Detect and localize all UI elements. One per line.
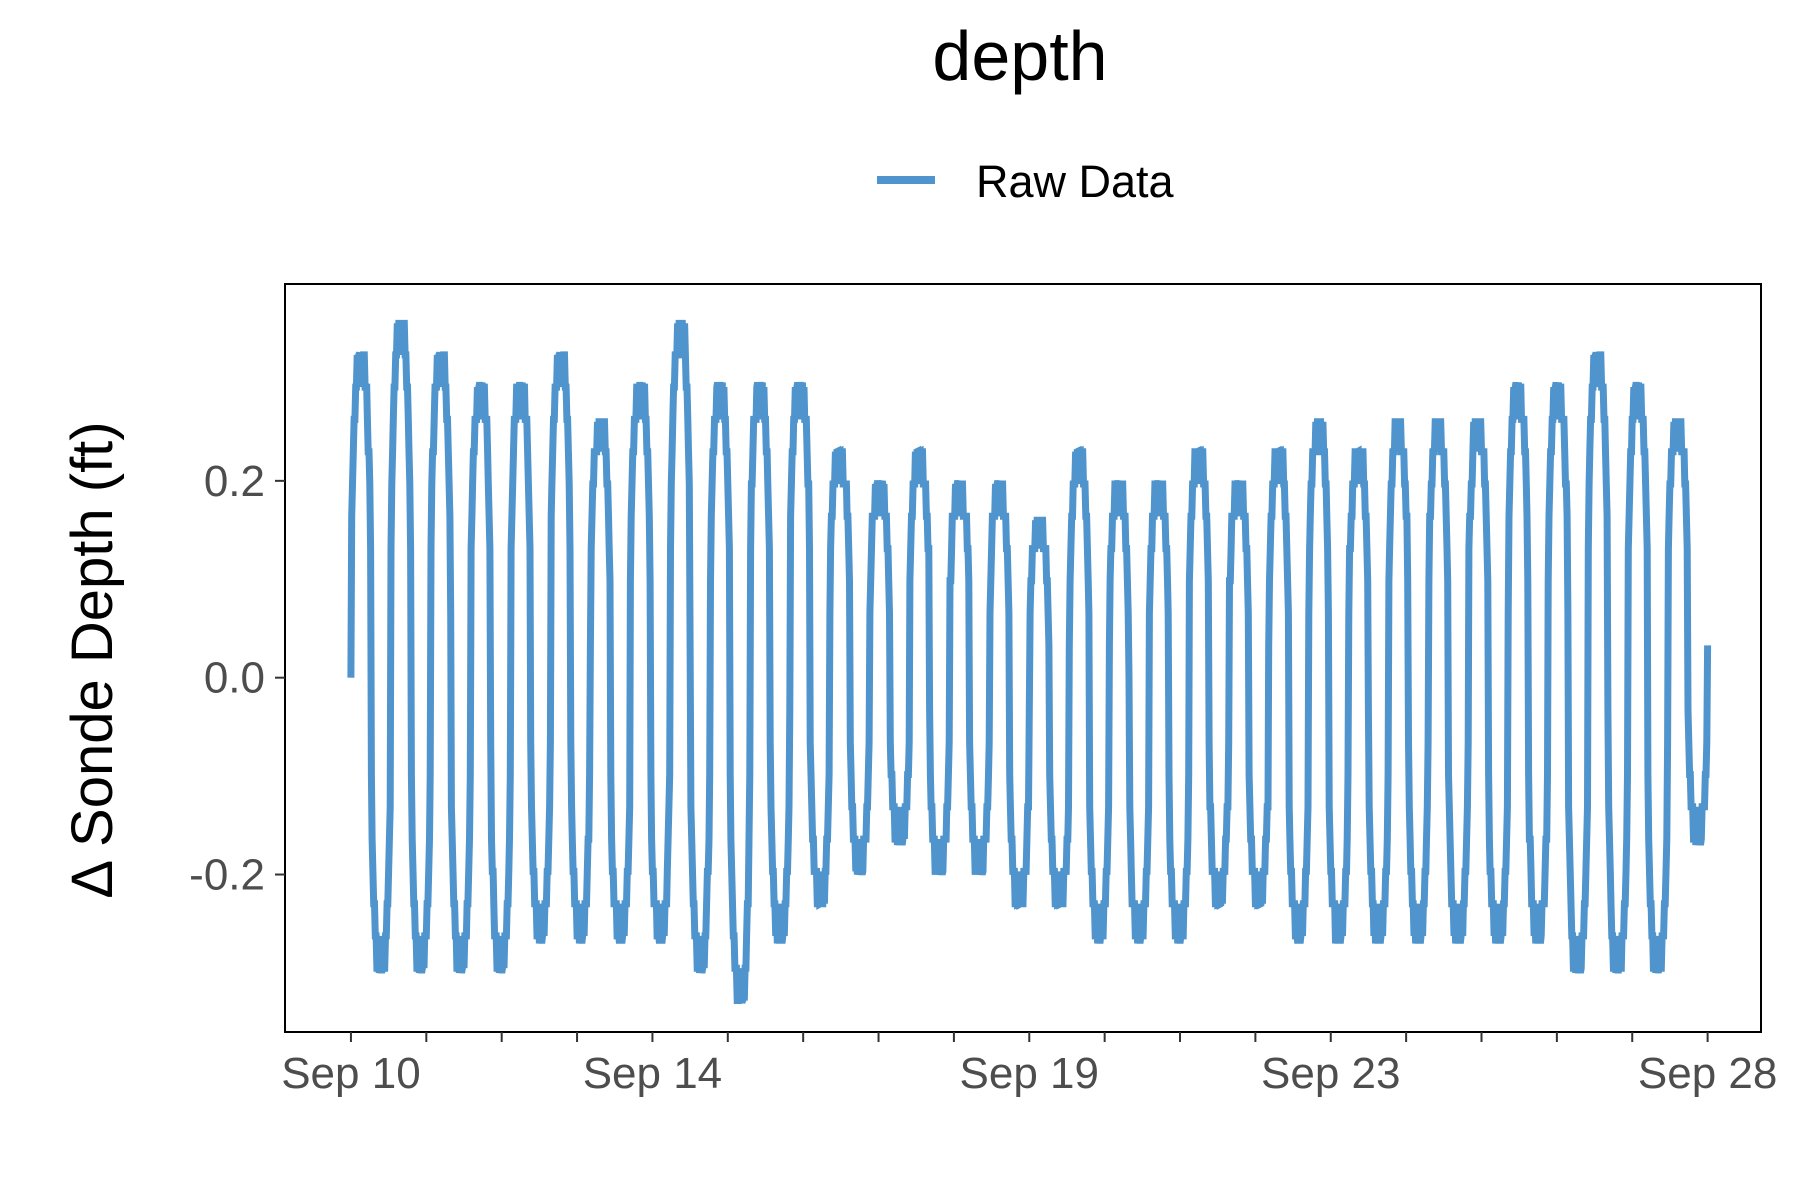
y-tick-label: 0.2 xyxy=(204,457,265,506)
x-tick-label: Sep 28 xyxy=(1638,1049,1777,1098)
x-tick-label: Sep 19 xyxy=(960,1049,1099,1098)
series-line-raw-data xyxy=(347,319,1712,1004)
y-tick-label: 0.0 xyxy=(204,654,265,703)
x-tick-label: Sep 23 xyxy=(1261,1049,1400,1098)
x-tick-label: Sep 10 xyxy=(281,1049,420,1098)
x-axis: Sep 10 Sep 14 Sep 19 Sep 23 Sep 28 xyxy=(281,1032,1777,1098)
y-tick-label: -0.2 xyxy=(189,851,265,900)
chart-title: depth xyxy=(932,17,1107,95)
y-axis-title: Δ Sonde Depth (ft) xyxy=(60,421,125,898)
plot-area xyxy=(284,283,1762,1033)
series-layer xyxy=(347,319,1712,1004)
x-tick-label: Sep 14 xyxy=(583,1049,722,1098)
y-axis: -0.2 0.0 0.2 xyxy=(189,457,285,900)
legend-label-raw-data: Raw Data xyxy=(976,156,1175,207)
legend: Raw Data xyxy=(877,156,1175,207)
